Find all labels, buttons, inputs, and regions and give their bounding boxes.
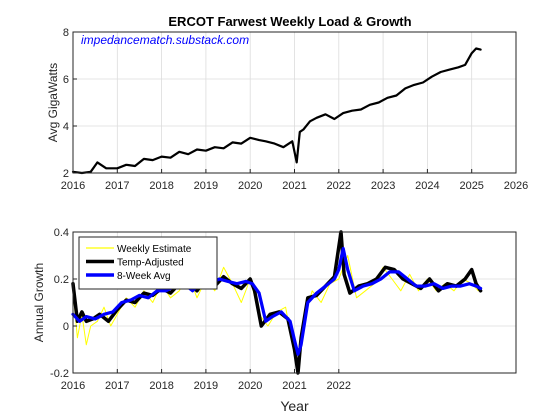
top-xtick-label: 2018 <box>149 180 173 192</box>
top-xtick-label: 2024 <box>415 180 439 192</box>
top-ytick-label: 2 <box>63 168 69 180</box>
legend: Weekly Estimate Temp-Adjusted 8-Week Avg <box>78 236 218 290</box>
bottom-xtick-label: 2020 <box>238 380 262 392</box>
bottom-ticks: 2016 2017 2018 2019 2020 2021 2022 -0.2 0 0.2 0.4 <box>50 227 351 392</box>
bottom-ytick-label: 0 <box>63 321 69 333</box>
top-axes: 2016 2017 2018 2019 2020 2021 2022 2023 2024 2025… <box>46 27 528 192</box>
bottom-axes: 2016 2017 2018 2019 2020 2021 2022-0.200.20.4 … <box>32 227 517 414</box>
top-xtick-label: 2025 <box>459 180 483 192</box>
top-xtick-label: 2020 <box>238 180 262 192</box>
top-ylabel: Avg GigaWatts <box>46 63 60 142</box>
bottom-xtick-label: 2022 <box>327 380 351 392</box>
bottom-ytick-label: 0.2 <box>54 274 69 286</box>
watermark: impedancematch.substack.com <box>81 33 249 47</box>
top-ytick-label: 4 <box>63 121 69 133</box>
bottom-ytick-label: -0.2 <box>50 368 69 380</box>
bottom-data <box>71 230 483 375</box>
top-xtick-label: 2022 <box>327 180 351 192</box>
top-data <box>71 47 482 175</box>
bottom-ylabel: Annual Growth <box>32 263 46 342</box>
top-xtick-label: 2021 <box>282 180 306 192</box>
legend-label-8-week-avg: 8-Week Avg <box>117 271 171 282</box>
bottom-xtick-label: 2021 <box>282 380 306 392</box>
top-ytick-label: 8 <box>63 27 69 39</box>
bottom-xtick-label: 2017 <box>105 380 129 392</box>
bottom-series-line-8-week-avg <box>71 246 483 356</box>
bottom-xtick-label: 2018 <box>149 380 173 392</box>
legend-box <box>78 236 218 290</box>
bottom-xtick-label: 2016 <box>61 380 85 392</box>
top-xtick-label: 2019 <box>194 180 218 192</box>
bottom-xtick-label: 2019 <box>194 380 218 392</box>
legend-label-weekly-estimate: Weekly Estimate <box>117 244 192 255</box>
top-ticks: 2016 2017 2018 2019 2020 2021 2022 2023 2024 2025… <box>61 27 528 192</box>
top-xtick-label: 2023 <box>371 180 395 192</box>
bottom-ytick-label: 0.4 <box>54 227 69 239</box>
top-series-line-series-0 <box>71 47 482 175</box>
top-xtick-label: 2017 <box>105 180 129 192</box>
bottom-xlabel: Year <box>280 398 309 414</box>
top-xtick-label: 2016 <box>61 180 85 192</box>
top-ytick-label: 6 <box>63 74 69 86</box>
top-xtick-label: 2026 <box>504 180 528 192</box>
legend-label-temp-adjusted: Temp-Adjusted <box>117 258 184 269</box>
figure-title: ERCOT Farwest Weekly Load & Growth <box>168 14 411 29</box>
